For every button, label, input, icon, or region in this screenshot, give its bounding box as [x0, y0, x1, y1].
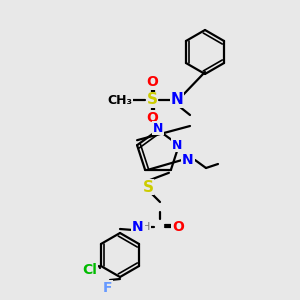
Text: N: N [153, 122, 163, 134]
Text: N: N [172, 139, 182, 152]
Text: O: O [146, 75, 158, 89]
Text: N: N [171, 92, 183, 107]
Text: O: O [146, 111, 158, 125]
Text: F: F [103, 281, 113, 295]
Text: N: N [132, 220, 144, 234]
Text: S: S [146, 92, 158, 107]
Text: N: N [182, 153, 194, 167]
Text: H: H [142, 222, 150, 232]
Text: CH₃: CH₃ [107, 94, 133, 106]
Text: S: S [142, 179, 154, 194]
Text: Cl: Cl [82, 263, 98, 277]
Text: O: O [172, 220, 184, 234]
